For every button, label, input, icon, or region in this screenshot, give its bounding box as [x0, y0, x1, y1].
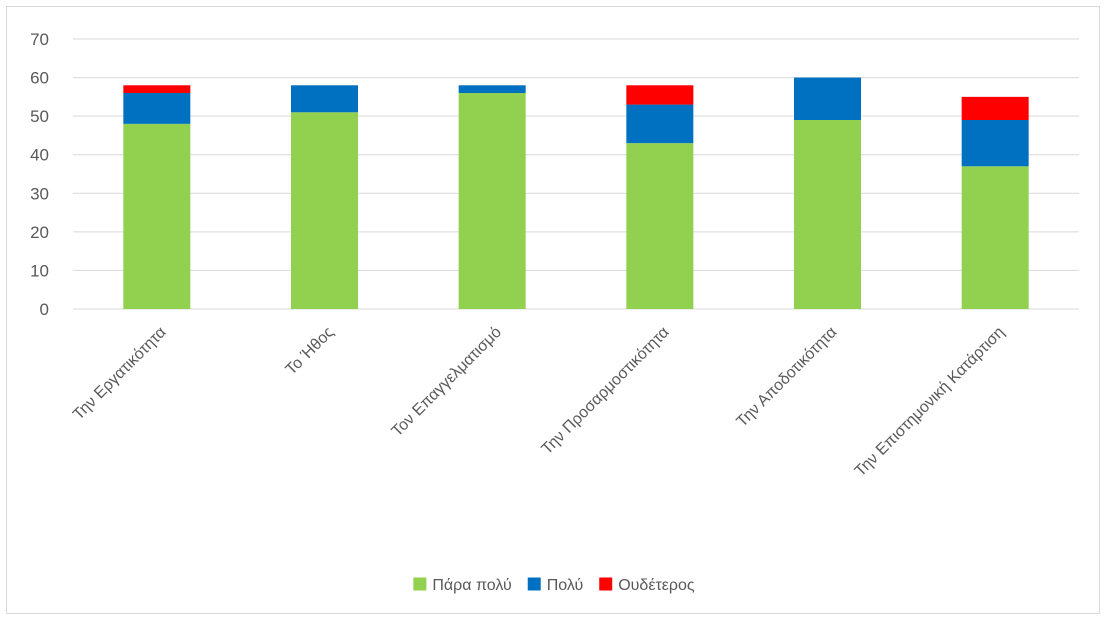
- legend-label: Ουδέτερος: [618, 577, 695, 594]
- bar-segment: [961, 166, 1029, 309]
- bar-segment: [794, 120, 861, 309]
- x-category-label: Την Αποδοτικότητα: [734, 324, 841, 431]
- bar-segment: [458, 93, 526, 309]
- y-axis-ticks: 0 10 20 30 40 50 60 70: [30, 30, 49, 319]
- bar-segment: [123, 85, 191, 93]
- legend-label: Πολύ: [547, 577, 584, 594]
- bar-segment: [291, 85, 358, 113]
- y-tick-label: 10: [30, 261, 49, 280]
- gridlines: [73, 38, 1079, 310]
- bar-segment: [961, 120, 1029, 167]
- legend-label: Πάρα πολύ: [432, 577, 511, 594]
- x-category-label: Το Ήθος: [283, 324, 338, 379]
- legend-swatch: [599, 577, 613, 591]
- bar-segment: [794, 77, 861, 120]
- bar-segment: [626, 104, 694, 144]
- bar-segment: [123, 123, 191, 309]
- bar-segment: [626, 85, 694, 105]
- y-tick-label: 30: [30, 184, 49, 203]
- legend-swatch: [413, 577, 427, 591]
- chart-area: 0 10 20 30 40 50 60 70 Την Εργατικότητα Το Ήθος Τ…: [6, 6, 1100, 614]
- bar-segment: [291, 112, 358, 310]
- y-tick-label: 0: [40, 300, 49, 319]
- bar-segment: [961, 96, 1029, 120]
- x-axis-labels: Την Εργατικότητα Το Ήθος Τον Επαγγελματισμ…: [70, 324, 1008, 480]
- bar-segment: [626, 143, 694, 309]
- x-category-label: Την Επιστημονική Κατάρτιση: [852, 324, 1008, 480]
- y-tick-label: 60: [30, 69, 49, 88]
- y-tick-label: 50: [30, 107, 49, 126]
- y-tick-label: 40: [30, 146, 49, 165]
- bar-segment: [458, 85, 526, 93]
- x-category-label: Τον Επαγγελματισμό: [389, 324, 505, 440]
- bar-segment: [123, 93, 191, 124]
- legend-swatch: [527, 577, 541, 591]
- x-category-label: Την Προσαρμοστικότητα: [539, 324, 673, 458]
- x-category-label: Την Εργατικότητα: [70, 324, 170, 424]
- y-tick-label: 20: [30, 223, 49, 242]
- bars: [123, 77, 1029, 310]
- legend: Πάρα πολύ Πολύ Ουδέτερος: [413, 577, 695, 594]
- y-tick-label: 70: [30, 30, 49, 49]
